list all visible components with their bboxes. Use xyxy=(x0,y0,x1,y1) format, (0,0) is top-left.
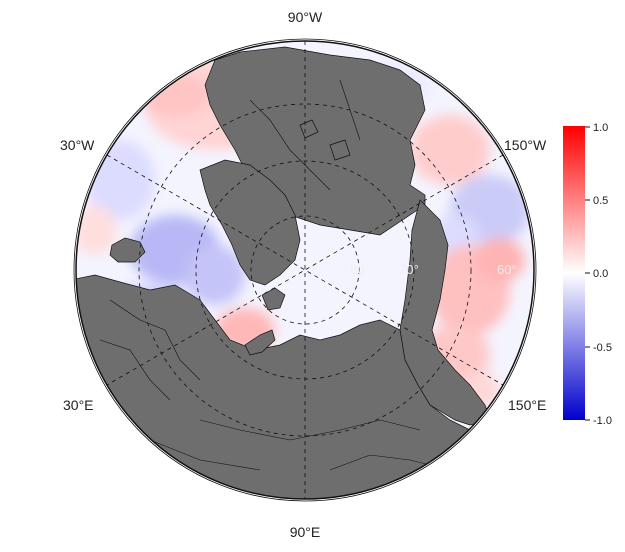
lon-label-top: 90°W xyxy=(288,9,323,25)
arctic-island xyxy=(329,139,351,161)
latitude-label-80: 80° xyxy=(350,262,370,277)
lon-label-lower-left: 30°E xyxy=(63,397,94,413)
arctic-island xyxy=(299,119,319,139)
map-disk: 80° 70° 60° xyxy=(76,41,534,499)
novaya-zemlya-land xyxy=(244,329,276,356)
map-boundary-outer xyxy=(73,38,537,502)
latitude-label-70: 70° xyxy=(399,262,419,277)
lon-label-upper-left: 30°W xyxy=(60,137,95,153)
lon-label-lower-right: 150°E xyxy=(508,397,546,413)
latitude-circle-80 xyxy=(250,215,360,325)
land xyxy=(76,46,491,499)
colorbar-gradient xyxy=(563,126,585,420)
lon-label-upper-right: 150°W xyxy=(504,137,547,153)
greenland-land xyxy=(199,159,301,286)
colorbar-tick-label: 0.0 xyxy=(593,268,608,280)
map-boundary xyxy=(75,40,535,500)
colorbar-tick-label: 1.0 xyxy=(593,122,608,134)
colorbar: 1.0 0.5 0.0 -0.5 -1.0 xyxy=(563,122,612,427)
iceland-land xyxy=(109,237,146,263)
graticule xyxy=(106,41,504,499)
colorbar-tick-label: 0.5 xyxy=(593,195,608,207)
colorbar-tick-label: -0.5 xyxy=(593,342,612,354)
svalbard-land xyxy=(261,287,286,311)
latitude-label-60: 60° xyxy=(497,262,517,277)
colorbar-tick-label: -1.0 xyxy=(593,415,612,427)
latitude-circle-60 xyxy=(138,103,472,437)
lon-label-bottom: 90°E xyxy=(290,524,321,540)
